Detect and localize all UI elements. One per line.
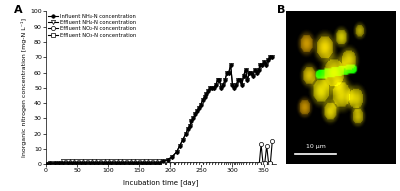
Text: 10 μm: 10 μm bbox=[306, 144, 326, 149]
Text: B: B bbox=[277, 5, 286, 15]
Y-axis label: Inorganic nitrogen concentration [mg-N L⁻¹]: Inorganic nitrogen concentration [mg-N L… bbox=[22, 18, 28, 157]
X-axis label: Incubation time [day]: Incubation time [day] bbox=[123, 179, 199, 186]
Text: A: A bbox=[14, 5, 22, 15]
Legend: Influent NH₄-N concentration, Effluent NH₄-N concentration, Effluent NO₂-N conce: Influent NH₄-N concentration, Effluent N… bbox=[47, 13, 137, 39]
